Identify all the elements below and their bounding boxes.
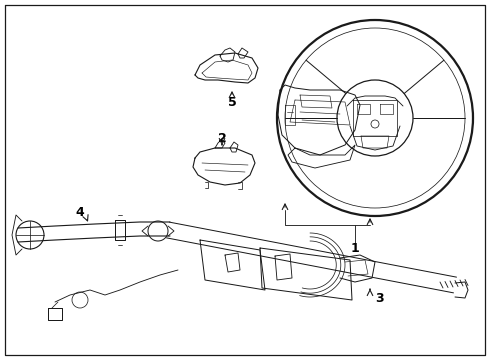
Text: 3: 3 <box>376 292 384 305</box>
Text: 2: 2 <box>218 131 226 144</box>
Text: 1: 1 <box>351 242 359 255</box>
Text: 4: 4 <box>75 206 84 219</box>
Text: 5: 5 <box>228 95 236 108</box>
